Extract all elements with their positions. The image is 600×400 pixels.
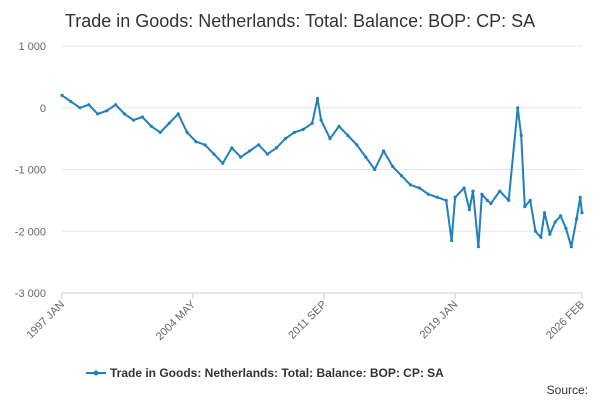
x-tick-label: 1997 JAN: [24, 299, 67, 342]
data-point[interactable]: [87, 103, 91, 107]
data-point[interactable]: [185, 130, 189, 134]
gridlines: [62, 45, 582, 232]
data-point[interactable]: [471, 189, 475, 193]
data-point[interactable]: [60, 93, 64, 97]
data-point[interactable]: [292, 130, 296, 134]
data-point[interactable]: [96, 112, 100, 116]
data-point[interactable]: [498, 189, 502, 193]
data-point[interactable]: [319, 118, 323, 122]
data-point[interactable]: [230, 146, 234, 150]
data-point[interactable]: [346, 133, 350, 138]
y-tick-label: 0: [40, 103, 46, 115]
y-tick-label: -2 000: [15, 226, 46, 238]
data-point[interactable]: [444, 198, 448, 202]
data-point[interactable]: [158, 130, 162, 134]
data-point[interactable]: [239, 155, 243, 159]
data-point[interactable]: [399, 174, 404, 178]
legend[interactable]: Trade in Goods: Netherlands: Total: Bala…: [86, 366, 444, 380]
x-axis-ticks: 1997 JAN 2004 MAY 2011 SEP 2019 JAN 2026 FEB: [24, 293, 587, 343]
data-point[interactable]: [274, 146, 278, 150]
data-point[interactable]: [105, 109, 109, 113]
data-point[interactable]: [194, 140, 198, 144]
data-point[interactable]: [391, 164, 395, 168]
source-label: Source:: [547, 383, 588, 397]
data-point[interactable]: [69, 100, 73, 104]
data-point[interactable]: [131, 118, 136, 122]
data-point[interactable]: [578, 195, 582, 199]
chart-title: Trade in Goods: Netherlands: Total: Bala…: [65, 11, 535, 31]
data-point[interactable]: [467, 208, 471, 212]
x-tick-label: 2004 MAY: [154, 298, 199, 343]
data-point[interactable]: [328, 137, 332, 141]
data-point[interactable]: [257, 143, 261, 147]
data-point[interactable]: [450, 238, 454, 243]
data-point[interactable]: [114, 103, 118, 107]
y-axis-ticks: 1 000 0 -1 000 -2 000 -3 000: [15, 41, 46, 300]
data-point[interactable]: [301, 127, 305, 131]
data-point[interactable]: [480, 192, 484, 196]
x-tick-label: 2026 FEB: [544, 299, 587, 342]
data-point[interactable]: [265, 152, 270, 156]
data-point[interactable]: [564, 226, 568, 230]
data-point[interactable]: [382, 149, 386, 153]
data-point[interactable]: [523, 205, 527, 209]
data-point[interactable]: [462, 186, 466, 190]
data-point[interactable]: [212, 152, 216, 156]
data-point[interactable]: [426, 192, 430, 196]
data-point[interactable]: [355, 143, 359, 147]
data-point[interactable]: [122, 112, 127, 116]
data-point[interactable]: [542, 211, 547, 215]
data-point[interactable]: [364, 155, 368, 159]
data-point[interactable]: [221, 161, 225, 165]
data-point[interactable]: [373, 167, 377, 172]
data-point[interactable]: [489, 201, 493, 206]
data-point[interactable]: [337, 124, 341, 128]
data-point[interactable]: [559, 214, 563, 218]
series-line: [61, 94, 583, 248]
data-point[interactable]: [167, 121, 171, 125]
x-tick-label: 2019 JAN: [418, 299, 461, 342]
data-point[interactable]: [528, 198, 532, 202]
data-point[interactable]: [485, 198, 489, 202]
data-point[interactable]: [519, 133, 523, 138]
data-point[interactable]: [476, 245, 480, 249]
data-point[interactable]: [533, 229, 538, 233]
data-point[interactable]: [149, 124, 153, 128]
data-point[interactable]: [575, 217, 579, 221]
data-point[interactable]: [507, 198, 511, 202]
data-point[interactable]: [569, 245, 573, 249]
data-point[interactable]: [283, 137, 287, 141]
data-point[interactable]: [315, 96, 320, 101]
data-point[interactable]: [176, 112, 180, 116]
legend-label: Trade in Goods: Netherlands: Total: Bala…: [110, 366, 444, 380]
data-point[interactable]: [453, 195, 457, 199]
y-tick-label: -1 000: [15, 165, 46, 177]
data-point[interactable]: [417, 186, 421, 190]
data-point[interactable]: [248, 149, 252, 153]
data-point[interactable]: [203, 143, 207, 147]
data-point[interactable]: [580, 211, 584, 215]
data-point[interactable]: [539, 235, 543, 239]
series-group: [60, 93, 584, 249]
legend-dot-marker: [93, 370, 99, 376]
y-tick-label: 1 000: [18, 41, 46, 53]
x-tick-label: 2011 SEP: [286, 299, 329, 342]
data-point[interactable]: [548, 232, 552, 236]
data-point[interactable]: [78, 106, 82, 110]
data-point[interactable]: [310, 121, 314, 125]
data-point[interactable]: [553, 220, 557, 224]
data-point[interactable]: [140, 115, 144, 119]
data-point[interactable]: [516, 106, 520, 110]
y-tick-label: -3 000: [15, 288, 46, 300]
data-point[interactable]: [408, 183, 413, 187]
data-point[interactable]: [435, 195, 439, 199]
